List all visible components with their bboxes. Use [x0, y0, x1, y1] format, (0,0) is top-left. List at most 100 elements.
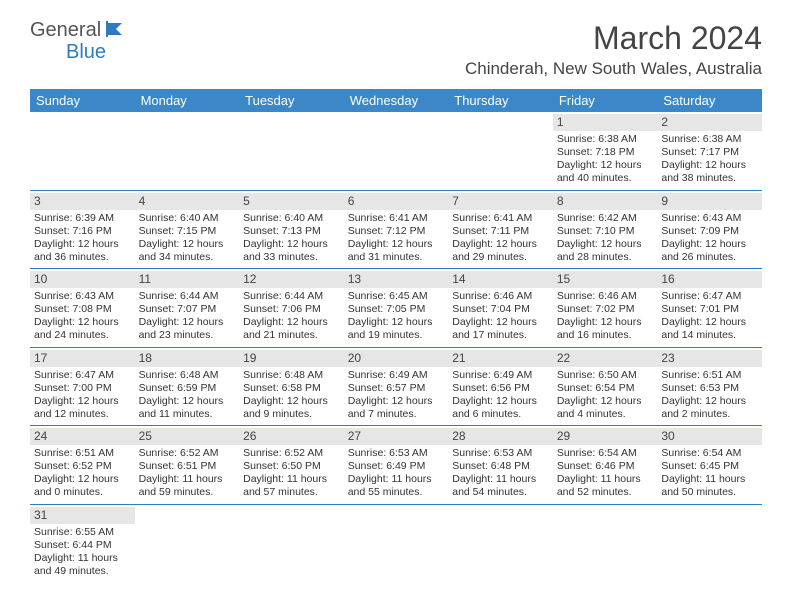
day-detail: and 23 minutes.	[139, 329, 236, 342]
day-detail: and 21 minutes.	[243, 329, 340, 342]
day-detail: Sunrise: 6:41 AM	[452, 212, 549, 225]
calendar-week: 10Sunrise: 6:43 AMSunset: 7:08 PMDayligh…	[30, 269, 762, 348]
day-detail: Sunset: 6:57 PM	[348, 382, 445, 395]
day-detail: Sunrise: 6:50 AM	[557, 369, 654, 382]
day-detail: Daylight: 12 hours	[452, 238, 549, 251]
day-detail: Daylight: 12 hours	[557, 159, 654, 172]
day-detail: Daylight: 12 hours	[348, 395, 445, 408]
calendar-week: 24Sunrise: 6:51 AMSunset: 6:52 PMDayligh…	[30, 426, 762, 505]
day-number: 31	[30, 507, 135, 524]
day-detail: Sunset: 6:56 PM	[452, 382, 549, 395]
day-number: 5	[239, 193, 344, 210]
day-detail: and 16 minutes.	[557, 329, 654, 342]
day-detail: Sunset: 7:01 PM	[661, 303, 758, 316]
calendar-cell: 26Sunrise: 6:52 AMSunset: 6:50 PMDayligh…	[239, 426, 344, 505]
day-detail: Daylight: 11 hours	[661, 473, 758, 486]
day-header-row: SundayMondayTuesdayWednesdayThursdayFrid…	[30, 89, 762, 112]
day-detail: Daylight: 11 hours	[34, 552, 131, 565]
day-detail: Sunrise: 6:47 AM	[661, 290, 758, 303]
calendar-week: 31Sunrise: 6:55 AMSunset: 6:44 PMDayligh…	[30, 504, 762, 582]
calendar-cell	[30, 112, 135, 190]
calendar-cell: 12Sunrise: 6:44 AMSunset: 7:06 PMDayligh…	[239, 269, 344, 348]
day-detail: and 59 minutes.	[139, 486, 236, 499]
day-detail: Daylight: 11 hours	[348, 473, 445, 486]
calendar-week: 3Sunrise: 6:39 AMSunset: 7:16 PMDaylight…	[30, 190, 762, 269]
calendar-cell: 6Sunrise: 6:41 AMSunset: 7:12 PMDaylight…	[344, 190, 449, 269]
calendar-cell: 17Sunrise: 6:47 AMSunset: 7:00 PMDayligh…	[30, 347, 135, 426]
calendar-cell: 11Sunrise: 6:44 AMSunset: 7:07 PMDayligh…	[135, 269, 240, 348]
day-detail: Sunrise: 6:48 AM	[139, 369, 236, 382]
day-number: 3	[30, 193, 135, 210]
day-detail: Daylight: 12 hours	[557, 316, 654, 329]
calendar-table: SundayMondayTuesdayWednesdayThursdayFrid…	[30, 89, 762, 582]
day-detail: Sunset: 7:16 PM	[34, 225, 131, 238]
day-detail: Sunset: 6:59 PM	[139, 382, 236, 395]
day-number: 26	[239, 428, 344, 445]
day-number: 16	[657, 271, 762, 288]
day-detail: Sunset: 7:00 PM	[34, 382, 131, 395]
day-detail: Daylight: 11 hours	[452, 473, 549, 486]
day-header: Friday	[553, 89, 658, 112]
location: Chinderah, New South Wales, Australia	[465, 59, 762, 79]
calendar-cell	[553, 504, 658, 582]
day-detail: and 57 minutes.	[243, 486, 340, 499]
header: General Blue March 2024 Chinderah, New S…	[30, 20, 762, 79]
day-number: 24	[30, 428, 135, 445]
day-detail: and 40 minutes.	[557, 172, 654, 185]
day-detail: Sunset: 6:58 PM	[243, 382, 340, 395]
day-detail: and 29 minutes.	[452, 251, 549, 264]
day-number: 12	[239, 271, 344, 288]
calendar-cell: 30Sunrise: 6:54 AMSunset: 6:45 PMDayligh…	[657, 426, 762, 505]
calendar-cell: 20 Sunrise: 6:49 AMSunset: 6:57 PMDayligh…	[344, 347, 449, 426]
day-number: 25	[135, 428, 240, 445]
day-header: Wednesday	[344, 89, 449, 112]
day-detail: and 31 minutes.	[348, 251, 445, 264]
day-number: 20	[344, 350, 449, 367]
day-detail: Sunset: 6:54 PM	[557, 382, 654, 395]
logo-text-blue: Blue	[66, 41, 106, 63]
calendar-cell: 2Sunrise: 6:38 AMSunset: 7:17 PMDaylight…	[657, 112, 762, 190]
day-detail: and 36 minutes.	[34, 251, 131, 264]
day-detail: and 11 minutes.	[139, 408, 236, 421]
day-detail: Sunrise: 6:46 AM	[452, 290, 549, 303]
day-detail: Sunrise: 6:41 AM	[348, 212, 445, 225]
day-header: Saturday	[657, 89, 762, 112]
day-number: 1	[553, 114, 658, 131]
calendar-cell	[239, 504, 344, 582]
day-detail: Daylight: 12 hours	[34, 473, 131, 486]
day-detail: and 33 minutes.	[243, 251, 340, 264]
day-detail: Daylight: 12 hours	[34, 316, 131, 329]
day-detail: Sunset: 6:48 PM	[452, 460, 549, 473]
day-number: 8	[553, 193, 658, 210]
day-header: Sunday	[30, 89, 135, 112]
calendar-cell: 8Sunrise: 6:42 AMSunset: 7:10 PMDaylight…	[553, 190, 658, 269]
day-detail: Sunset: 7:18 PM	[557, 146, 654, 159]
day-detail: Sunset: 6:51 PM	[139, 460, 236, 473]
day-detail: Sunrise: 6:49 AM	[348, 369, 445, 382]
day-detail: and 54 minutes.	[452, 486, 549, 499]
day-detail: Sunrise: 6:44 AM	[243, 290, 340, 303]
day-detail: Sunset: 6:44 PM	[34, 539, 131, 552]
day-detail: Sunrise: 6:38 AM	[557, 133, 654, 146]
day-detail: Daylight: 12 hours	[243, 395, 340, 408]
day-detail: and 26 minutes.	[661, 251, 758, 264]
day-detail: Sunset: 7:11 PM	[452, 225, 549, 238]
day-number: 17	[30, 350, 135, 367]
day-number: 11	[135, 271, 240, 288]
day-detail: Sunrise: 6:46 AM	[557, 290, 654, 303]
day-number: 18	[135, 350, 240, 367]
day-detail: and 2 minutes.	[661, 408, 758, 421]
day-detail: and 6 minutes.	[452, 408, 549, 421]
day-detail: and 28 minutes.	[557, 251, 654, 264]
calendar-cell: 1 Sunrise: 6:38 AMSunset: 7:18 PMDaylight…	[553, 112, 658, 190]
day-detail: Daylight: 12 hours	[661, 159, 758, 172]
day-detail: Sunrise: 6:52 AM	[139, 447, 236, 460]
calendar-cell: 22Sunrise: 6:50 AMSunset: 6:54 PMDayligh…	[553, 347, 658, 426]
day-detail: Sunset: 6:49 PM	[348, 460, 445, 473]
day-detail: and 24 minutes.	[34, 329, 131, 342]
calendar-cell	[135, 112, 240, 190]
day-detail: and 17 minutes.	[452, 329, 549, 342]
day-detail: Sunset: 7:15 PM	[139, 225, 236, 238]
day-detail: Sunset: 7:13 PM	[243, 225, 340, 238]
calendar-cell: 28Sunrise: 6:53 AMSunset: 6:48 PMDayligh…	[448, 426, 553, 505]
